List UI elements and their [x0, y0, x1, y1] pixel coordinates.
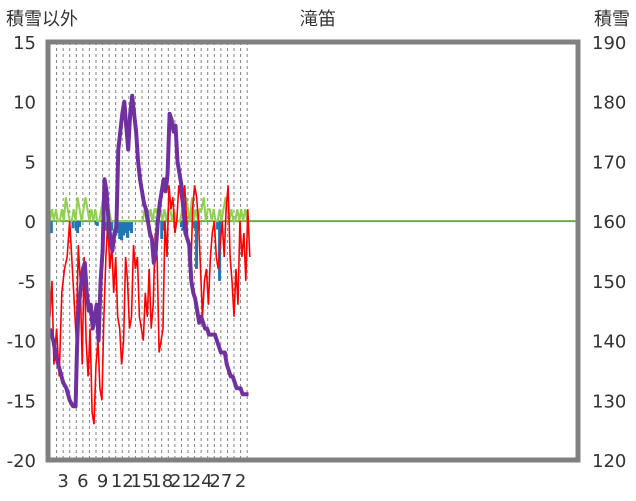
left-tick-label: 10: [13, 93, 36, 114]
x-tick-label: 6: [77, 471, 88, 492]
chart-title: 滝笛: [300, 9, 336, 30]
right-tick-label: 140: [592, 332, 626, 353]
precipitation-bar: [128, 221, 132, 231]
x-tick-label: 21: [170, 471, 193, 492]
precipitation-bar: [162, 221, 166, 231]
x-tick-label: 18: [150, 471, 173, 492]
right-tick-label: 170: [592, 152, 626, 173]
left-tick-label: -10: [7, 332, 36, 353]
wind-series-line: [49, 197, 250, 223]
right-tick-label: 150: [592, 272, 626, 293]
precipitation-bar: [71, 221, 75, 229]
x-tick-label: 9: [97, 471, 108, 492]
precipitation-bar: [78, 221, 82, 228]
left-tick-label: -15: [7, 391, 36, 412]
precipitation-bar: [76, 221, 80, 234]
right-tick-label: 160: [592, 212, 626, 233]
precipitation-bar: [120, 221, 124, 241]
snow-depth-series-line: [48, 93, 249, 409]
precipitation-bar: [160, 221, 164, 240]
x-tick-label: 24: [190, 471, 213, 492]
precipitation-bar: [179, 221, 183, 228]
precipitation-bar: [195, 221, 199, 269]
left-axis-ticks: 15 10 5 0 -5 -10 -15 -20: [7, 33, 36, 472]
right-tick-label: 130: [592, 391, 626, 412]
right-tick-label: 190: [592, 33, 626, 54]
left-tick-label: 0: [25, 212, 36, 233]
precipitation-bar: [118, 221, 122, 240]
precipitation-bar: [110, 221, 114, 231]
precipitation-bar: [122, 221, 126, 236]
x-tick-label: 3: [57, 471, 68, 492]
left-axis-label: 積雪以外: [6, 9, 78, 30]
right-tick-label: 180: [592, 93, 626, 114]
x-tick-label: 2: [235, 471, 246, 492]
right-axis-label: 積雪: [594, 9, 630, 30]
precipitation-bar: [126, 221, 130, 238]
precipitation-bar: [129, 221, 133, 234]
x-tick-label: 27: [209, 471, 232, 492]
right-tick-label: 120: [592, 451, 626, 472]
left-tick-label: 5: [25, 152, 36, 173]
x-tick-label: 12: [111, 471, 134, 492]
temperature-series-line: [49, 185, 251, 425]
precipitation-bar: [95, 221, 99, 226]
left-tick-label: -20: [7, 451, 36, 472]
precipitation-bar: [216, 221, 220, 230]
precipitation-bar: [104, 221, 108, 231]
left-tick-label: 15: [13, 33, 36, 54]
plot-frame: [45, 39, 581, 463]
left-tick-label: -5: [18, 272, 36, 293]
right-axis-ticks: 190 180 170 160 150 140 130 120: [592, 33, 626, 472]
precipitation-bar: [124, 221, 128, 234]
precipitation-bar: [193, 221, 197, 229]
x-tick-label: 15: [131, 471, 154, 492]
precipitation-bar: [49, 221, 53, 234]
